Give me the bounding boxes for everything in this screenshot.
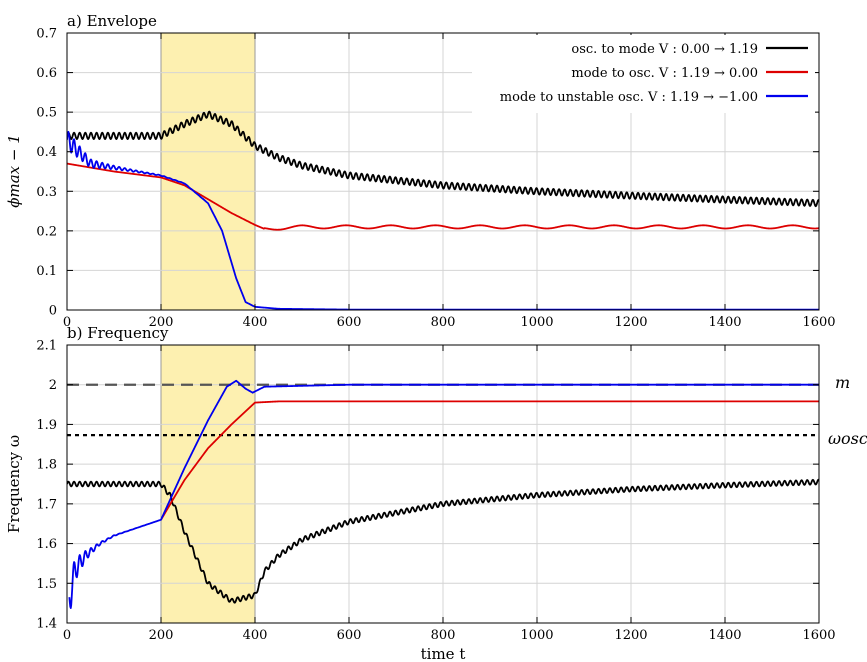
envelope-title: a) Envelope [67,12,157,30]
frequency-y-label: Frequency ω [5,435,23,533]
x-tick-label: 1200 [614,315,647,330]
x-tick-label: 400 [243,315,268,330]
x-tick-label: 1600 [802,628,835,643]
x-tick-label: 1400 [708,628,741,643]
y-tick-label: 1.6 [36,537,57,552]
x-tick-label: 1000 [520,315,553,330]
series-line-1 [67,110,819,208]
tick-labels: 0 200 400 600 800 1000 1200 1400 1600 1.4 1.5 1.6 1.… [36,339,835,644]
highlight-band [161,33,255,310]
series-lines [67,379,819,609]
ref-label-omega-osc: ωosc [828,429,867,448]
frequency-title: b) Frequency [67,324,169,342]
y-tick-label: 1.9 [36,418,57,433]
x-axis-label: time t [421,645,466,662]
reference-lines [67,383,819,437]
legend-label: mode to osc. V : 1.19 → 0.00 [571,66,758,81]
y-tick-label: 0.3 [36,185,57,200]
legend-label: mode to unstable osc. V : 1.19 → −1.00 [500,90,758,105]
x-tick-label: 400 [243,628,268,643]
x-tick-label: 600 [337,628,362,643]
highlight-band [161,345,255,623]
frequency-panel: 0 200 400 600 800 1000 1200 1400 1600 1.4 1.5 1.6 1.… [5,324,867,662]
y-tick-label: 0.2 [36,224,57,239]
x-tick-label: 1400 [708,315,741,330]
legend: osc. to mode V : 0.00 → 1.19 mode to osc.… [472,35,815,113]
series-line-3 [68,379,819,609]
y-tick-label: 1.8 [36,458,57,473]
x-tick-label: 1600 [802,315,835,330]
y-tick-label: 1.7 [36,497,57,512]
tick-marks [66,344,820,624]
x-tick-label: 200 [149,628,174,643]
series-line-1 [67,478,819,604]
y-tick-label: 0 [49,304,57,319]
legend-box [472,35,815,113]
tick-labels: 0 200 400 600 800 1000 1200 1400 1600 0 0.1 0.2 0.3 0… [36,27,835,331]
x-tick-label: 0 [63,315,71,330]
y-tick-label: 2.1 [36,339,57,354]
ref-label-m: m [835,373,850,392]
envelope-panel: 0 200 400 600 800 1000 1200 1400 1600 0 0.1 0.2 0.3 0… [5,12,836,330]
x-tick-label: 0 [63,628,71,643]
x-tick-label: 200 [149,315,174,330]
legend-label: osc. to mode V : 0.00 → 1.19 [571,42,758,57]
envelope-y-label: ϕmax − 1 [5,134,23,208]
x-tick-label: 1200 [614,628,647,643]
x-tick-label: 600 [337,315,362,330]
y-tick-label: 0.6 [36,66,57,81]
x-tick-label: 800 [431,628,456,643]
y-tick-label: 2 [49,378,57,393]
y-tick-label: 0.4 [36,145,57,160]
y-tick-label: 0.1 [36,264,57,279]
x-tick-label: 1000 [520,628,553,643]
series-line-2 [160,400,819,521]
y-tick-label: 1.5 [36,577,57,592]
x-tick-label: 800 [431,315,456,330]
y-tick-label: 0.7 [36,27,57,42]
y-tick-label: 1.4 [36,617,57,632]
y-tick-label: 0.5 [36,106,57,121]
